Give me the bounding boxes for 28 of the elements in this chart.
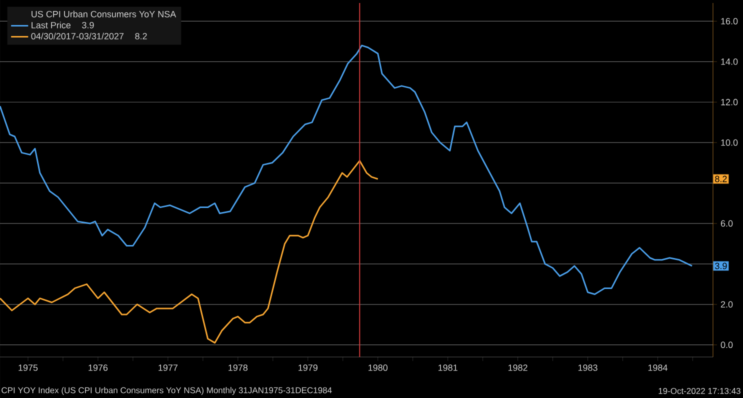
x-tick-label: 1976 [88, 364, 108, 371]
x-tick-label: 1982 [508, 364, 528, 371]
legend-label: 04/30/2017-03/31/2027 [31, 32, 124, 40]
x-tick-label: 1977 [158, 364, 178, 371]
y-tick-label: 12.0 [721, 98, 738, 106]
y-tick-label: 14.0 [721, 58, 738, 65]
text: CPI YOY Index (US CPI Urban Consumers YoY NSA) Monthly 31JAN1975-31DEC1984 [2, 387, 332, 395]
text: 19-Oct-2022 17:13:43 [658, 388, 740, 394]
y-tick-label: 6.0 [720, 220, 733, 227]
annotation: 8.2 [135, 33, 147, 40]
text: 8.2 [715, 176, 727, 182]
x-tick-label: 1978 [228, 364, 248, 371]
legend-label: Last Price [32, 22, 71, 28]
y-tick-label: 10.0 [721, 139, 738, 146]
x-tick-label: 1980 [368, 364, 388, 371]
line-series [0, 160, 379, 344]
y-tick-label: 0.0 [720, 342, 733, 348]
x-tick-label: 1984 [648, 364, 668, 371]
legend-title: US CPI Urban Consumers YoY NSA [32, 10, 176, 18]
x-tick-label: 1975 [18, 364, 38, 371]
y-tick-label: 2.0 [720, 301, 733, 308]
x-tick-label: 1979 [298, 364, 318, 371]
text: 3.9 [715, 262, 727, 270]
x-tick-label: 1981 [438, 364, 458, 371]
y-tick-label: 16.0 [721, 18, 738, 24]
x-tick-label: 1983 [578, 364, 598, 371]
line-series [0, 44, 693, 296]
annotation: 3.9 [82, 22, 94, 28]
